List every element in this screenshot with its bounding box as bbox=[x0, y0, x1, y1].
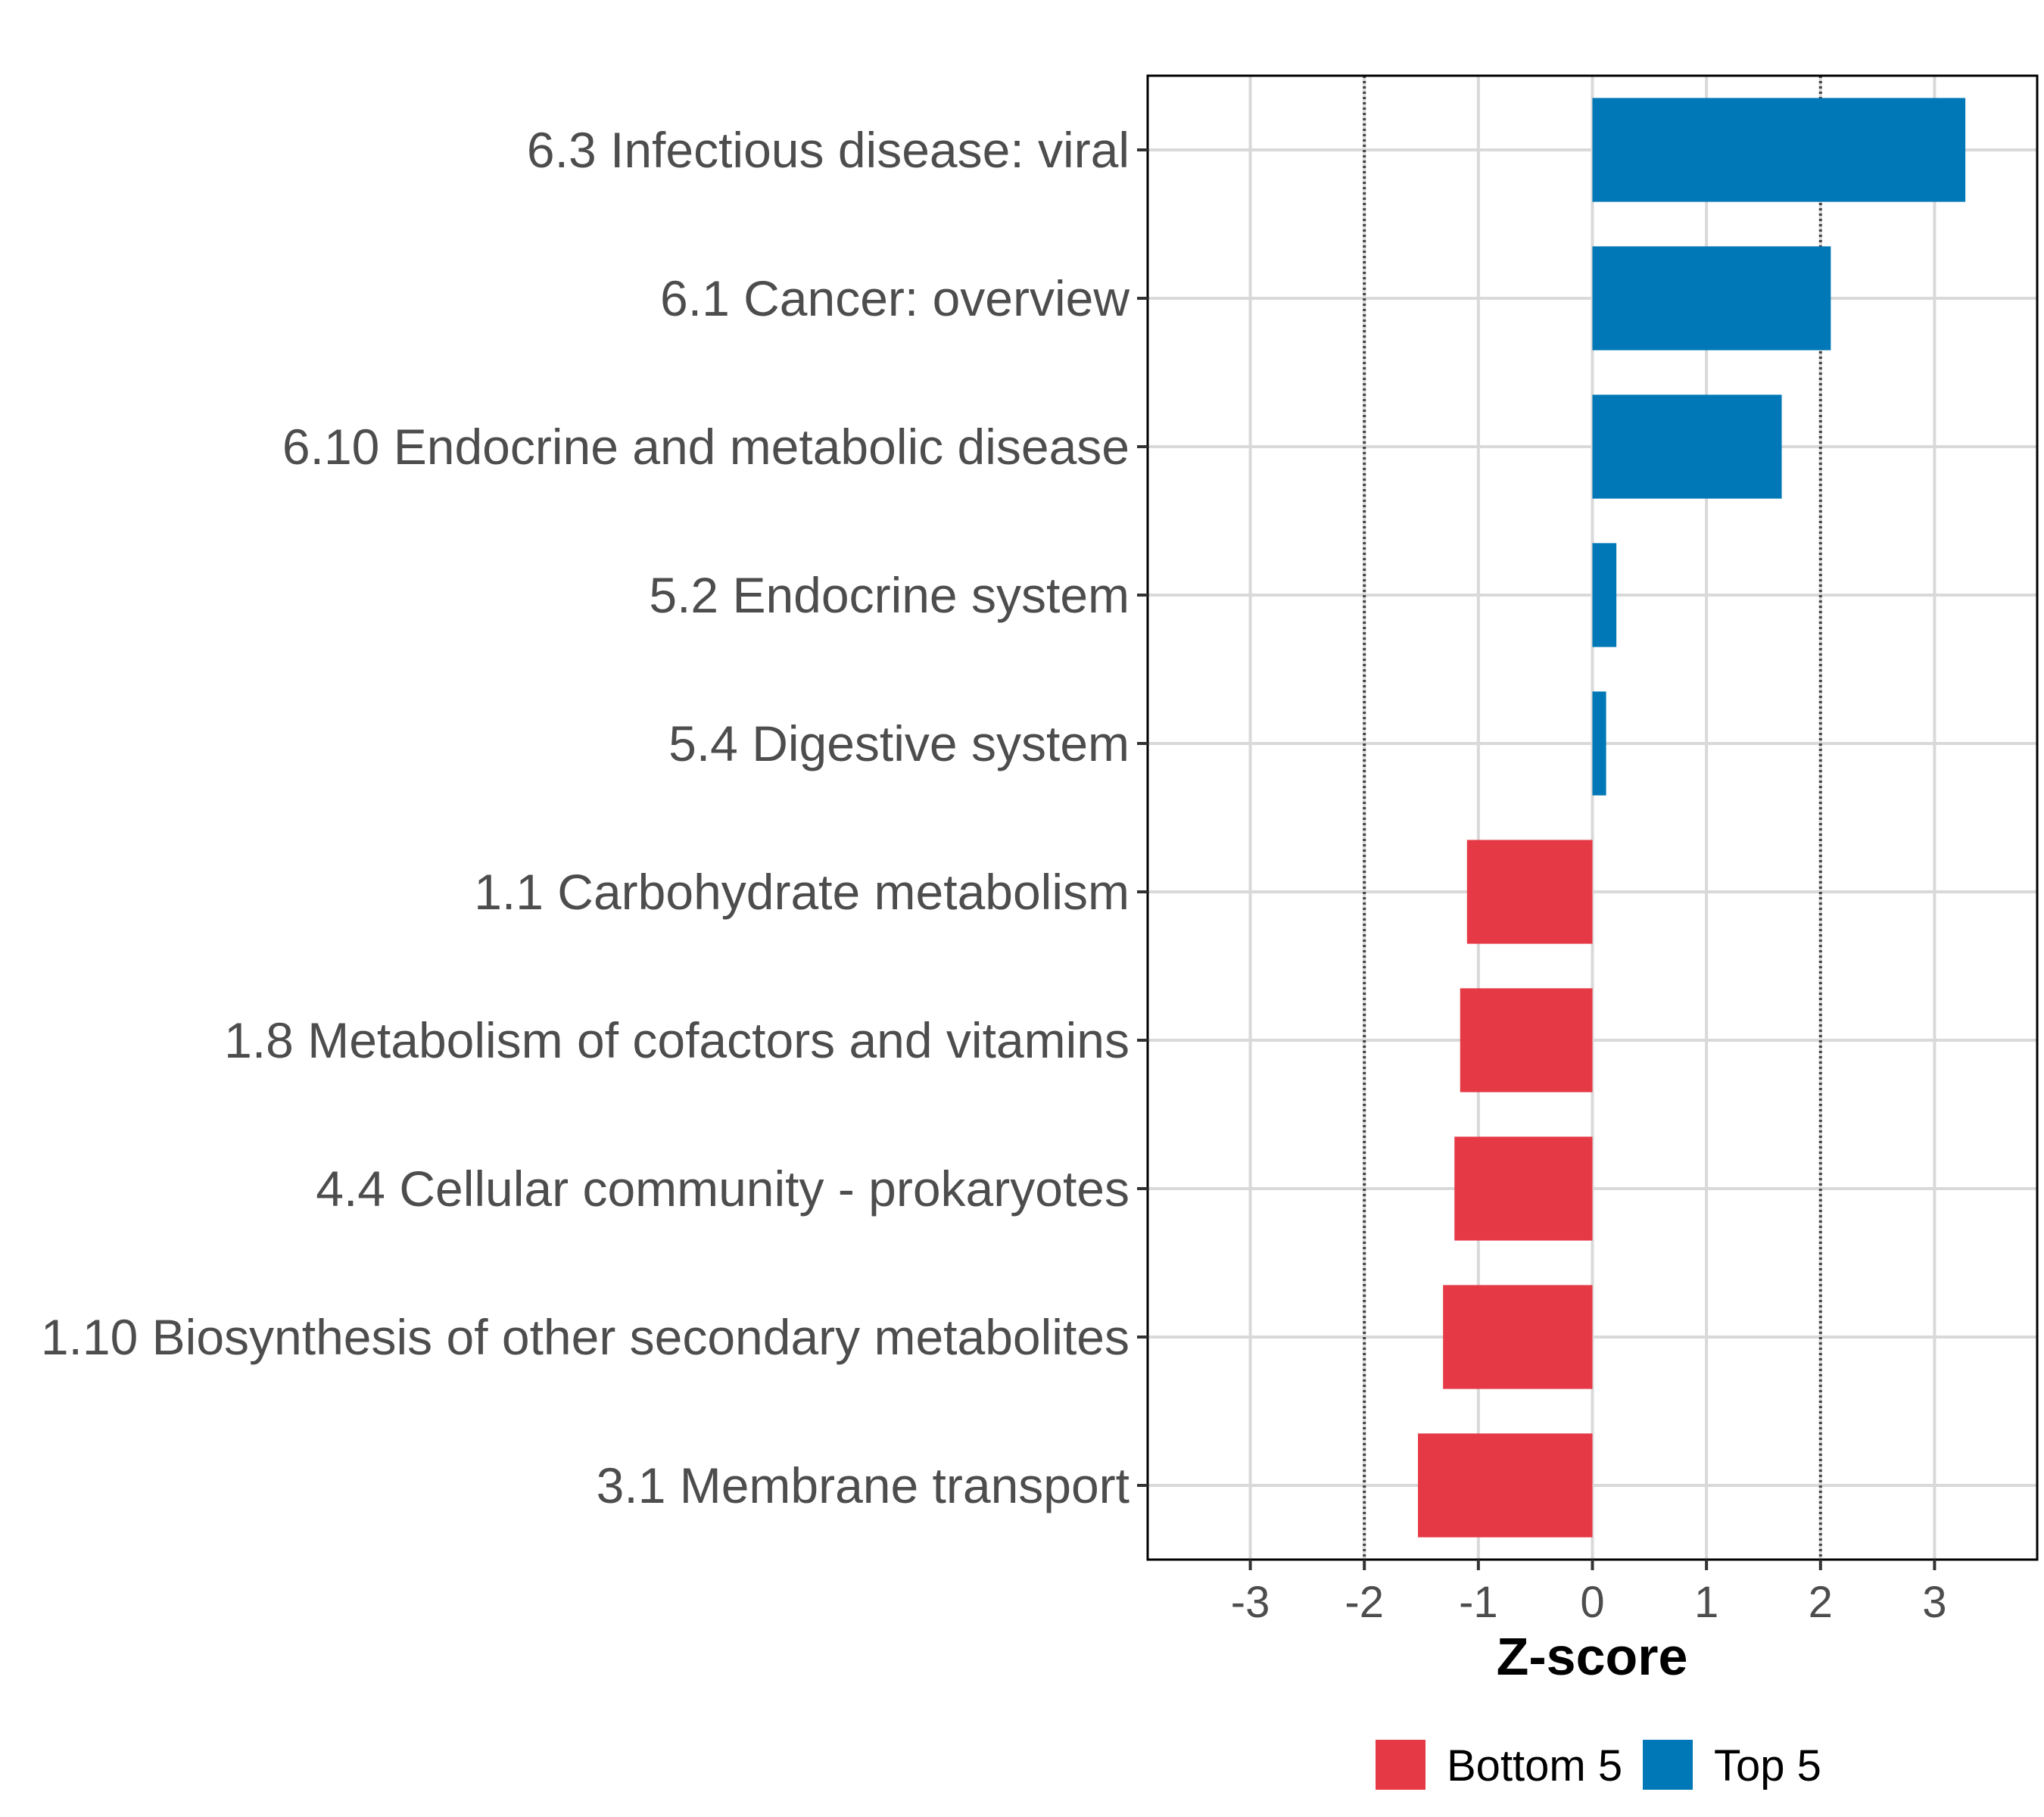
x-axis-ticks: -3 -2 -1 0 1 2 3 bbox=[1231, 1560, 1947, 1627]
category-label-0: 6.3 Infectious disease: viral bbox=[527, 122, 1129, 178]
x-tick-label-6: 3 bbox=[1922, 1578, 1946, 1627]
category-label-1: 6.1 Cancer: overview bbox=[660, 270, 1129, 326]
bars bbox=[1418, 98, 1966, 1538]
bar-4 bbox=[1592, 691, 1606, 796]
bar-8 bbox=[1443, 1285, 1593, 1389]
category-label-8: 1.10 Biosynthesis of other secondary met… bbox=[41, 1309, 1129, 1365]
legend-label-0: Bottom 5 bbox=[1447, 1741, 1622, 1791]
legend: Bottom 5 Top 5 bbox=[1376, 1740, 1821, 1791]
reference-lines bbox=[1363, 76, 1822, 1560]
legend-swatch-1 bbox=[1643, 1740, 1693, 1790]
category-label-3: 5.2 Endocrine system bbox=[649, 567, 1129, 623]
x-tick-label-0: -3 bbox=[1231, 1578, 1270, 1627]
bar-5 bbox=[1466, 840, 1593, 944]
x-tick-label-3: 0 bbox=[1580, 1578, 1604, 1627]
bar-0 bbox=[1592, 98, 1966, 202]
x-axis-title: Z-score bbox=[1497, 1627, 1688, 1686]
category-label-4: 5.4 Digestive system bbox=[668, 715, 1129, 771]
legend-swatch-0 bbox=[1376, 1740, 1426, 1790]
y-axis-ticks: 6.3 Infectious disease: viral 6.1 Cancer:… bbox=[41, 122, 1148, 1513]
category-label-7: 4.4 Cellular community - prokaryotes bbox=[316, 1161, 1129, 1217]
category-label-2: 6.10 Endocrine and metabolic disease bbox=[282, 419, 1129, 475]
x-tick-label-1: -2 bbox=[1344, 1578, 1384, 1627]
bar-6 bbox=[1460, 988, 1593, 1092]
category-label-6: 1.8 Metabolism of cofactors and vitamins bbox=[224, 1012, 1129, 1068]
bar-1 bbox=[1592, 246, 1831, 351]
bar-3 bbox=[1592, 543, 1617, 647]
legend-label-1: Top 5 bbox=[1714, 1741, 1821, 1791]
bar-9 bbox=[1418, 1433, 1593, 1538]
category-label-5: 1.1 Carbohydrate metabolism bbox=[474, 864, 1129, 920]
bar-7 bbox=[1454, 1136, 1593, 1241]
x-tick-label-5: 2 bbox=[1809, 1578, 1833, 1627]
x-tick-label-2: -1 bbox=[1459, 1578, 1498, 1627]
category-label-9: 3.1 Membrane transport bbox=[597, 1457, 1129, 1513]
x-tick-label-4: 1 bbox=[1694, 1578, 1718, 1627]
bar-2 bbox=[1592, 394, 1782, 499]
